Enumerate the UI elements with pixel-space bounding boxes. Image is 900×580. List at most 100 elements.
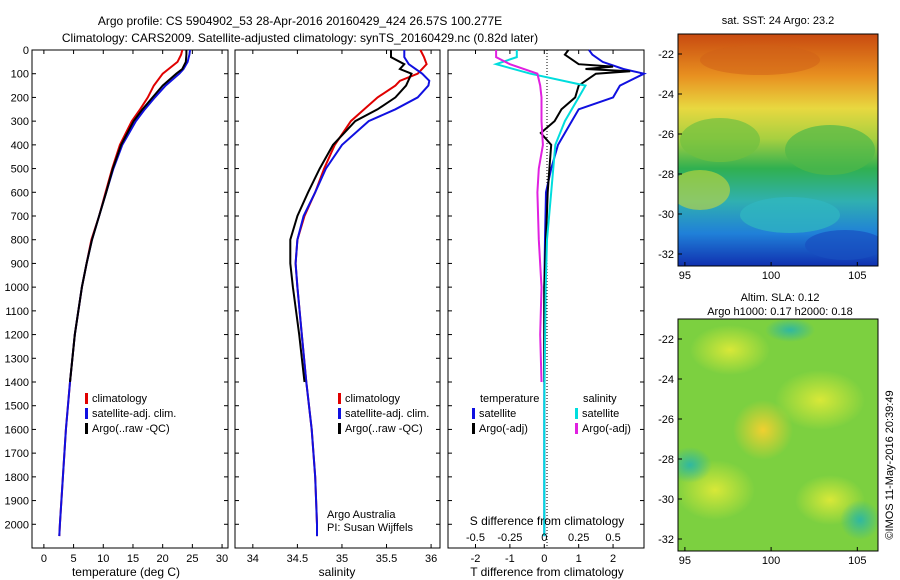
- difference-series: [492, 49, 647, 537]
- series-line: [294, 49, 428, 537]
- series-line: [289, 50, 413, 383]
- legend-label: Argo(-adj): [582, 423, 631, 435]
- x-tick-label: 30: [216, 553, 228, 565]
- temperature-panel: 0100200300400500600700800900100011001200…: [5, 45, 229, 579]
- map-y-tick-label: -26: [658, 414, 674, 426]
- legend-label: satellite-adj. clim.: [345, 408, 429, 420]
- temperature-axis-ticks: 0 5 10 15 20 25 30: [41, 50, 228, 565]
- map-y-tick-label: -22: [658, 49, 674, 61]
- y-tick-label: 1200: [5, 330, 29, 342]
- legend-swatch: [575, 423, 578, 434]
- figure-title-line1: Argo profile: CS 5904902_53 28-Apr-2016 …: [98, 14, 502, 28]
- s-difference-axis-label: S difference from climatology: [470, 514, 625, 528]
- y-tick-label: 300: [11, 116, 29, 128]
- legend-label: satellite-adj. clim.: [92, 408, 176, 420]
- s-tick-label: 0.5: [605, 532, 620, 544]
- legend-swatch: [338, 408, 341, 419]
- sst-map-image: [678, 34, 878, 266]
- salinity-depth-ticks: [235, 49, 440, 525]
- y-tick-label: 700: [11, 211, 29, 223]
- x-tick-label: 35.5: [376, 553, 397, 565]
- map-x-tick-label: 105: [848, 270, 866, 282]
- series-line: [58, 49, 184, 537]
- legend-group-title: salinity: [583, 393, 617, 405]
- legend-swatch: [85, 408, 88, 419]
- x-tick-label: 35: [336, 553, 348, 565]
- s-tick-label: -0.5: [466, 532, 485, 544]
- salinity-legend: climatology satellite-adj. clim. Argo(..ra…: [338, 393, 429, 435]
- y-tick-label: 1000: [5, 282, 29, 294]
- timestamp-text: ©IMOS 11-May-2016 20:39:49: [884, 390, 896, 539]
- map-y-tick-label: -30: [658, 209, 674, 221]
- legend-group-title: temperature: [480, 393, 539, 405]
- map-y-tick-label: -22: [658, 334, 674, 346]
- series-line: [69, 50, 188, 383]
- y-tick-label: 800: [11, 235, 29, 247]
- map-y-tick-label: -26: [658, 129, 674, 141]
- legend-swatch: [338, 423, 341, 434]
- x-tick-label: 36: [425, 553, 437, 565]
- legend-label: satellite: [479, 408, 516, 420]
- map-x-tick-label: 95: [679, 270, 691, 282]
- s-tick-label: -0.25: [497, 532, 522, 544]
- legend-label: Argo(-adj): [479, 423, 528, 435]
- salinity-axes-frame: [234, 49, 441, 549]
- difference-axis-ticks: -2 -1 0 1 2: [471, 50, 616, 565]
- difference-legend: temperature satellite Argo(-adj) salinity sa…: [472, 393, 631, 435]
- x-tick-label: 0: [41, 553, 47, 565]
- sla-map-title-line1: Altim. SLA: 0.12: [741, 292, 820, 304]
- y-tick-label: 1700: [5, 448, 29, 460]
- difference-axes-frame: [447, 49, 645, 549]
- series-line: [495, 50, 544, 383]
- legend-swatch: [85, 393, 88, 404]
- map-y-tick-label: -32: [658, 534, 674, 546]
- map-y-tick-label: -32: [658, 249, 674, 261]
- map-x-tick-label: 95: [679, 555, 691, 567]
- y-tick-label: 1100: [5, 306, 29, 318]
- legend-label: Argo(..raw -QC): [92, 423, 170, 435]
- sla-map-image: [678, 319, 878, 551]
- x-tick-label: 2: [610, 553, 616, 565]
- y-tick-label: 1300: [5, 353, 29, 365]
- series-line: [294, 50, 431, 537]
- y-tick-label: 1900: [5, 496, 29, 508]
- legend-swatch: [472, 423, 475, 434]
- y-tick-label: 600: [11, 187, 29, 199]
- y-tick-label: 1500: [5, 401, 29, 413]
- sst-map-panel: sat. SST: 24 Argo: 23.2 95 100 105 -22 -24 -2…: [658, 15, 879, 282]
- x-tick-label: -1: [505, 553, 515, 565]
- x-tick-label: 25: [186, 553, 198, 565]
- credit-text: Argo Australia: [327, 509, 396, 521]
- map-x-tick-label: 105: [848, 555, 866, 567]
- y-tick-label: 900: [11, 258, 29, 270]
- series-line: [539, 49, 631, 382]
- t-difference-axis-label: T difference from climatology: [470, 565, 624, 579]
- sst-map-title: sat. SST: 24 Argo: 23.2: [722, 15, 835, 27]
- legend-swatch: [338, 393, 341, 404]
- x-tick-label: 15: [127, 553, 139, 565]
- sla-map-panel: Altim. SLA: 0.12 Argo h1000: 0.17 h2000:…: [658, 292, 879, 567]
- salinity-series: [289, 49, 431, 537]
- pi-text: PI: Susan Wijffels: [327, 522, 413, 534]
- x-tick-label: 34.5: [287, 553, 308, 565]
- map-y-tick-label: -24: [658, 374, 674, 386]
- series-line: [543, 49, 647, 537]
- legend-label: climatology: [345, 393, 401, 405]
- series-line: [58, 49, 191, 537]
- sst-map-ticks: 95 100 105 -22 -24 -26 -28 -30 -32: [658, 49, 866, 282]
- difference-depth-ticks: [448, 49, 644, 525]
- x-tick-label: 20: [157, 553, 169, 565]
- map-y-tick-label: -28: [658, 169, 674, 181]
- map-y-tick-label: -28: [658, 454, 674, 466]
- map-x-tick-label: 100: [762, 270, 780, 282]
- temperature-series: [58, 49, 191, 537]
- x-tick-label: 0: [541, 553, 547, 565]
- temperature-legend: climatology satellite-adj. clim. Argo(..ra…: [85, 393, 176, 435]
- legend-swatch: [85, 423, 88, 434]
- s-tick-label: 0: [541, 532, 547, 544]
- y-tick-label: 400: [11, 140, 29, 152]
- temperature-axes-frame: [31, 49, 229, 549]
- map-x-tick-label: 100: [762, 555, 780, 567]
- depth-axis-ticks: 0 100 200 300 400 500 600 700 800 900 1000 1100 1200…: [5, 45, 228, 531]
